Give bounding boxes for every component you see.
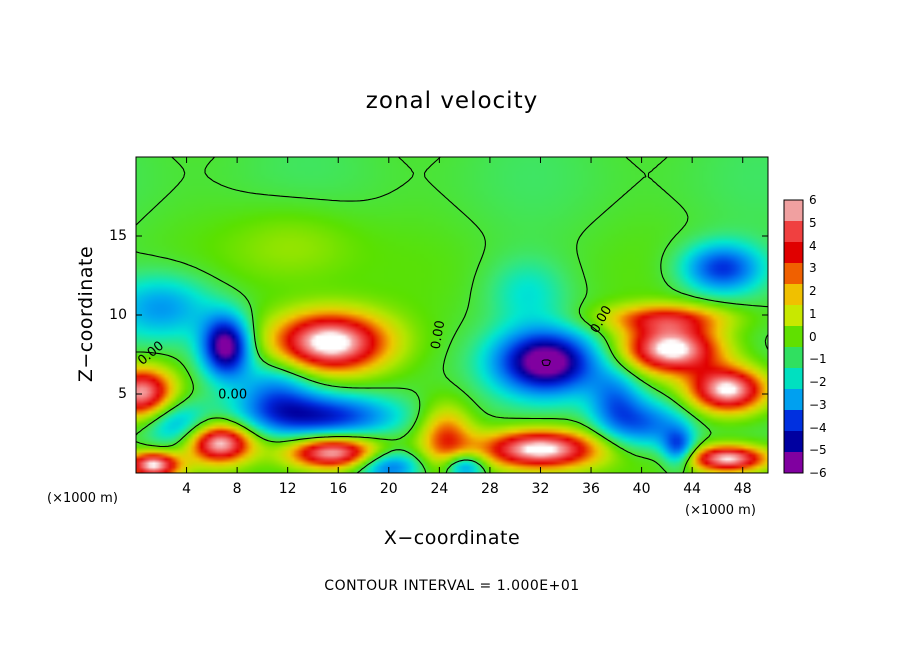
colorbar-tick-label: −4: [809, 420, 827, 435]
x-axis-label: X−coordinate: [383, 527, 521, 549]
colorbar-tick-label: −1: [809, 352, 827, 367]
colorbar-swatch: [784, 242, 803, 264]
colorbar-tick-label: 1: [809, 306, 817, 321]
colorbar-swatch: [784, 263, 803, 285]
colorbar-swatch: [784, 200, 803, 222]
colorbar: [783, 199, 804, 474]
colorbar-swatch: [784, 452, 803, 474]
x-tick-label: 36: [582, 481, 600, 497]
y-axis-label: Z−coordinate: [75, 245, 97, 383]
x-tick-label: 4: [182, 481, 192, 497]
colorbar-swatch: [784, 410, 803, 432]
x-unit-left: (×1000 m): [47, 491, 118, 506]
x-tick-label: 32: [531, 481, 550, 497]
colorbar-tick-label: 5: [809, 215, 817, 230]
colorbar-tick-label: 4: [809, 238, 817, 253]
colorbar-tick-label: −5: [809, 443, 827, 458]
colorbar-swatch: [784, 305, 803, 327]
x-tick-label: 24: [430, 481, 449, 497]
y-tick-label: 10: [109, 307, 127, 323]
x-tick-label: 48: [733, 481, 752, 497]
colorbar-tick-label: −6: [809, 466, 827, 480]
colorbar-swatch: [784, 326, 803, 348]
y-tick-label: 5: [118, 386, 127, 402]
y-tick-marks: [136, 235, 768, 395]
contour-label: 0.00: [429, 319, 449, 350]
chart-title: zonal velocity: [365, 88, 539, 114]
colorbar-swatch: [784, 347, 803, 369]
x-tick-marks: [186, 157, 744, 473]
contour-line-negative: [541, 359, 551, 366]
y-tick-label: 15: [109, 228, 127, 244]
colorbar-swatch: [784, 368, 803, 390]
x-tick-label: 44: [683, 481, 702, 497]
x-tick-label: 16: [329, 481, 348, 497]
colorbar-frame: [783, 199, 804, 474]
colorbar-tick-label: −2: [809, 375, 827, 389]
x-unit-right: (×1000 m): [685, 503, 756, 518]
colorbar-tick-label: 0: [809, 329, 817, 344]
x-tick-label: 8: [232, 481, 242, 497]
colorbar-swatch: [784, 431, 803, 453]
x-tick-label: 28: [480, 481, 499, 497]
colorbar-tick-label: 2: [809, 284, 817, 298]
heatmap-image: [136, 157, 768, 473]
contour-interval: CONTOUR INTERVAL = 1.000E+01: [324, 578, 580, 594]
x-tick-label: 20: [379, 481, 398, 497]
colorbar-tick-label: 6: [809, 193, 817, 207]
colorbar-swatch: [784, 221, 803, 243]
x-tick-label: 12: [278, 481, 297, 497]
colorbar-tick-label: 3: [809, 261, 817, 276]
colorbar-swatch: [784, 389, 803, 411]
contour-label: 0.00: [218, 388, 247, 403]
colorbar-swatch: [784, 284, 803, 306]
colorbar-tick-label: −3: [809, 397, 827, 412]
x-tick-label: 40: [632, 481, 651, 497]
